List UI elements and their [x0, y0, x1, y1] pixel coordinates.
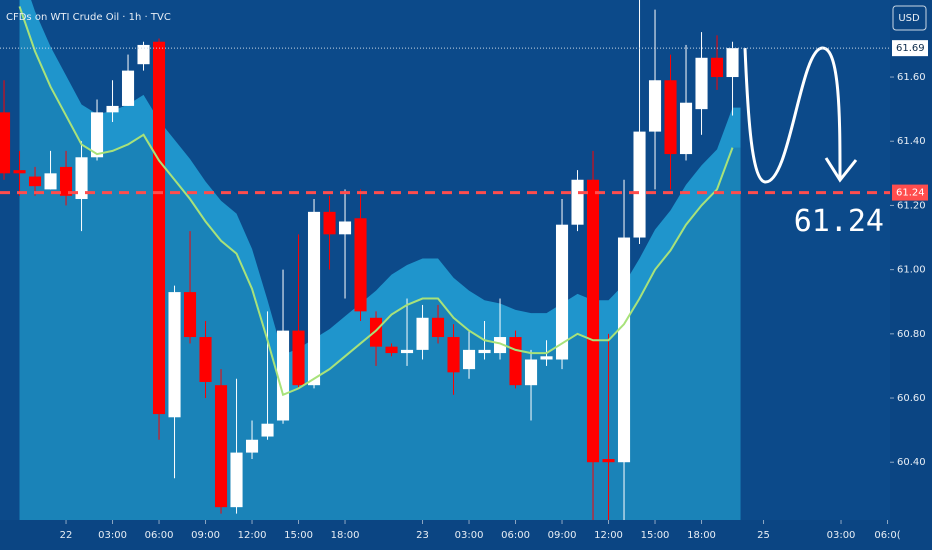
candle-body [540, 356, 553, 360]
candle-body [447, 337, 460, 373]
candle-body [121, 70, 135, 106]
candle-body [28, 176, 42, 187]
x-tick-label: 25 [757, 530, 770, 541]
x-tick-label: 18:00 [331, 530, 360, 541]
candle-body [137, 44, 150, 65]
candle-body [462, 349, 476, 370]
target-box [892, 184, 928, 201]
candle-body [13, 170, 26, 174]
candle-body [524, 359, 538, 386]
candle-body [509, 337, 522, 386]
y-tick-label: 61.60 [897, 72, 926, 83]
candle-body [648, 80, 662, 132]
x-axis-background [0, 520, 932, 550]
y-axis-background [890, 0, 932, 550]
candle-body [230, 452, 243, 508]
candle-body [261, 423, 274, 437]
x-tick-label: 03:00 [98, 530, 127, 541]
x-tick-label: 09:00 [191, 530, 220, 541]
candle-body [385, 346, 398, 354]
x-tick-label: 15:00 [284, 530, 313, 541]
candle-body [633, 131, 646, 238]
y-tick-label: 61.40 [897, 136, 926, 147]
candle-body [338, 221, 352, 235]
x-tick-label: 12:00 [238, 530, 267, 541]
candle-body [214, 385, 228, 508]
candle-body [199, 337, 212, 382]
candle-body [617, 237, 631, 463]
candle-body [695, 57, 708, 110]
y-tick-label: 60.40 [897, 457, 926, 468]
candle-body [90, 112, 104, 158]
x-tick-label: 18:00 [687, 530, 716, 541]
candle-body [75, 157, 88, 200]
candle-body [586, 179, 600, 463]
moving-average [18, 6, 734, 397]
currency: USD [898, 13, 920, 24]
arrow-head [824, 157, 858, 183]
candle-body [307, 211, 321, 386]
candle-body [679, 102, 693, 155]
x-tick-label: 12:00 [594, 530, 623, 541]
x-tick-label: 23 [416, 530, 429, 541]
candle-body [555, 224, 569, 360]
x-tick-label: 03:00 [455, 530, 484, 541]
x-tick-label: 06:00 [145, 530, 174, 541]
candle-body [431, 317, 445, 338]
bands [19, 0, 741, 521]
candle-body [478, 349, 491, 354]
candle-body [354, 218, 367, 312]
y-tick-label: 60.80 [897, 329, 926, 340]
candle-body [44, 173, 57, 190]
candle-body [292, 330, 305, 386]
candle-body [0, 112, 11, 174]
candle-body [493, 337, 507, 354]
candle-body [400, 349, 414, 354]
last-price-box [892, 40, 928, 57]
x-tick-label: 06:0( [874, 530, 900, 541]
chart-title: CFDs on WTI Crude Oil · 1h · TVC [6, 12, 171, 23]
target-axis-label: 61.24 [896, 188, 925, 199]
candle-body [168, 292, 181, 418]
x-tick-label: 09:00 [548, 530, 577, 541]
candle-body [276, 330, 290, 421]
x-tick-label: 03:00 [827, 530, 856, 541]
cloud-area [19, 6, 741, 521]
candle-body [323, 211, 336, 235]
candle-body [152, 41, 166, 415]
y-tick-label: 60.60 [897, 393, 926, 404]
candle-body [416, 317, 429, 350]
candle-body [726, 48, 739, 78]
currency-box [892, 5, 927, 31]
candle-body [59, 166, 73, 196]
x-tick-label: 06:00 [501, 530, 530, 541]
candle-body [602, 459, 615, 463]
x-tick-label: 22 [60, 530, 73, 541]
candle-body [664, 80, 677, 155]
target-annotation: 61.24 [794, 204, 884, 239]
candle-body [183, 292, 197, 338]
candle-body [245, 439, 259, 453]
candle-body [106, 105, 119, 113]
y-tick-label: 61.00 [897, 265, 926, 276]
forecast-arrow [743, 46, 842, 184]
marks [0, 0, 739, 520]
last-price-label: 61.69 [896, 43, 925, 54]
x-tick-label: 15:00 [641, 530, 670, 541]
candle-body [710, 57, 724, 78]
candle-body [369, 317, 383, 347]
candle-body [571, 179, 584, 225]
y-tick-label: 61.20 [897, 200, 926, 211]
